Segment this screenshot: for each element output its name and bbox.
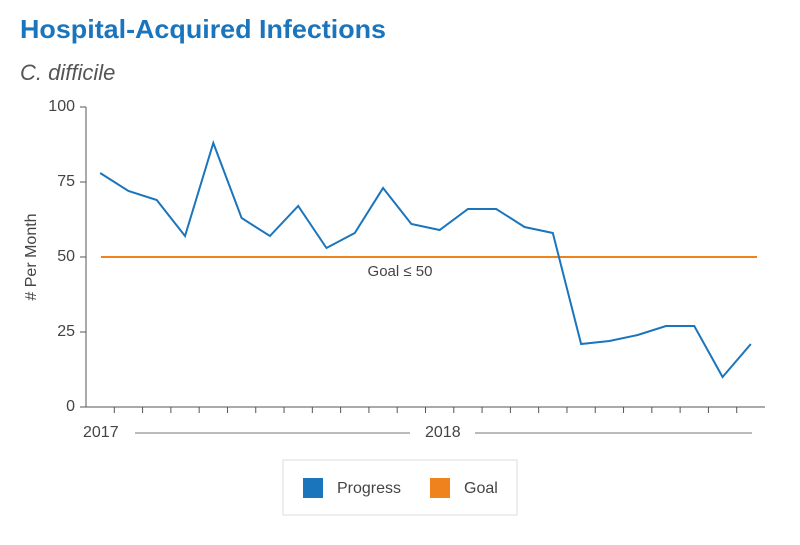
series-line xyxy=(99,139,752,379)
legend-label: Progress xyxy=(337,480,401,497)
y-tick-label: 25 xyxy=(57,323,75,340)
year-label: 2018 xyxy=(425,424,461,441)
y-tick-label: 0 xyxy=(66,398,75,415)
y-tick-label: 50 xyxy=(57,248,75,265)
chart-subtitle: C. difficile xyxy=(20,60,115,85)
year-label: 2017 xyxy=(83,424,119,441)
legend-swatch xyxy=(303,478,323,498)
y-tick-label: 100 xyxy=(48,98,75,115)
legend-swatch xyxy=(430,478,450,498)
annotation: Goal ≤ 50 xyxy=(368,263,433,280)
chart-title: Hospital-Acquired Infections xyxy=(20,14,386,44)
legend-label: Goal xyxy=(464,480,498,497)
y-axis-label: # Per Month xyxy=(23,213,40,300)
y-tick-label: 75 xyxy=(57,173,75,190)
